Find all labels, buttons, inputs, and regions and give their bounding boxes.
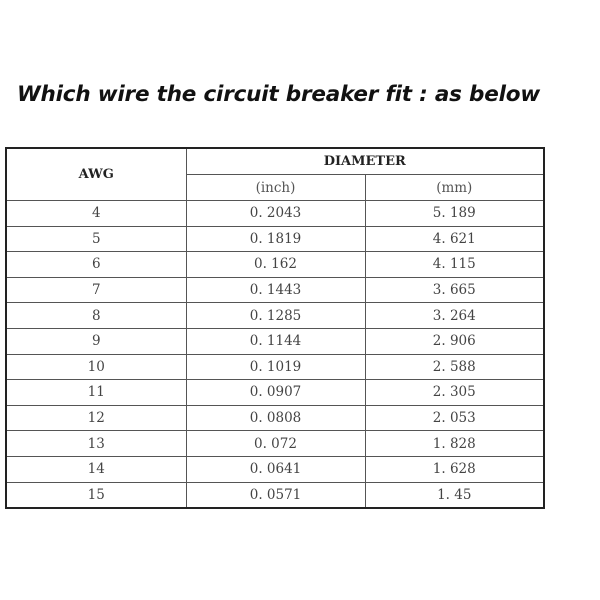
cell-inch: 0. 0571 — [185, 481, 366, 509]
inch-header: (inch) — [185, 174, 366, 201]
cell-inch: 0. 2043 — [185, 200, 366, 227]
table-row: 4 0. 2043 5. 189 — [5, 200, 545, 227]
cell-inch: 0. 0641 — [185, 455, 366, 483]
cell-awg: 5 — [5, 225, 187, 253]
cell-awg: 8 — [5, 302, 187, 329]
table-row: 8 0. 1285 3. 264 — [5, 302, 545, 329]
cell-mm: 2. 305 — [364, 379, 545, 406]
cell-mm: 2. 906 — [364, 327, 545, 355]
cell-mm: 1. 45 — [364, 481, 545, 509]
cell-inch: 0. 1443 — [185, 276, 366, 304]
cell-awg: 15 — [5, 481, 187, 509]
table-row: 12 0. 0808 2. 053 — [5, 404, 545, 432]
wire-gauge-table: AWG DIAMETER (inch) (mm) 4 0. 2043 5. 189 5… — [5, 147, 546, 510]
cell-awg: 11 — [5, 379, 187, 406]
diameter-header: DIAMETER — [185, 147, 545, 175]
cell-inch: 0. 0808 — [185, 404, 366, 432]
cell-mm: 3. 264 — [364, 302, 545, 329]
cell-awg: 4 — [5, 200, 187, 227]
awg-header: AWG — [5, 147, 187, 201]
cell-inch: 0. 1019 — [185, 353, 366, 381]
cell-mm: 4. 115 — [364, 251, 545, 278]
cell-inch: 0. 162 — [185, 251, 366, 278]
table-row: 11 0. 0907 2. 305 — [5, 379, 545, 406]
cell-inch: 0. 1819 — [185, 225, 366, 253]
cell-inch: 0. 1144 — [185, 327, 366, 355]
mm-header: (mm) — [364, 174, 545, 201]
table-row: 9 0. 1144 2. 906 — [5, 327, 545, 355]
cell-awg: 7 — [5, 276, 187, 304]
cell-awg: 9 — [5, 327, 187, 355]
table-row: 13 0. 072 1. 828 — [5, 430, 545, 457]
cell-mm: 4. 621 — [364, 225, 545, 253]
cell-awg: 10 — [5, 353, 187, 381]
cell-awg: 6 — [5, 251, 187, 278]
table-row: 14 0. 0641 1. 628 — [5, 455, 545, 483]
cell-mm: 5. 189 — [364, 200, 545, 227]
cell-inch: 0. 072 — [185, 430, 366, 457]
table-row: 15 0. 0571 1. 45 — [5, 481, 545, 509]
page-title: Which wire the circuit breaker fit : as … — [17, 82, 540, 107]
cell-mm: 1. 828 — [364, 430, 545, 457]
table-row: 7 0. 1443 3. 665 — [5, 276, 545, 304]
cell-mm: 1. 628 — [364, 455, 545, 483]
cell-mm: 2. 588 — [364, 353, 545, 381]
cell-awg: 12 — [5, 404, 187, 432]
table-row: 5 0. 1819 4. 621 — [5, 225, 545, 253]
cell-awg: 14 — [5, 455, 187, 483]
cell-mm: 3. 665 — [364, 276, 545, 304]
table-row: 10 0. 1019 2. 588 — [5, 353, 545, 381]
cell-inch: 0. 1285 — [185, 302, 366, 329]
cell-inch: 0. 0907 — [185, 379, 366, 406]
cell-awg: 13 — [5, 430, 187, 457]
cell-mm: 2. 053 — [364, 404, 545, 432]
table-row: 6 0. 162 4. 115 — [5, 251, 545, 278]
